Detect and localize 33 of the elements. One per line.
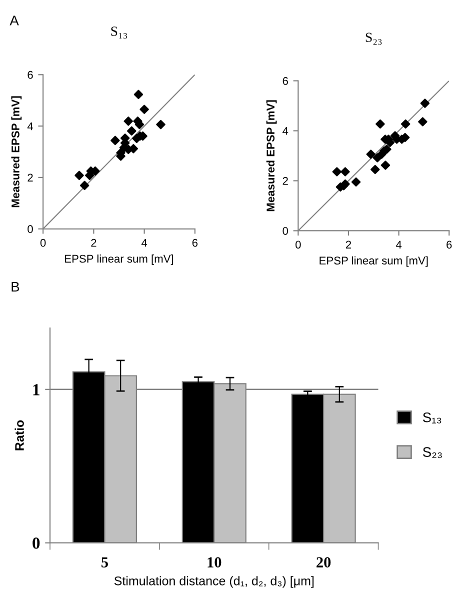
x-tick-label: 2 xyxy=(346,240,352,248)
text: B xyxy=(12,282,20,292)
y-tick-label: 4 xyxy=(282,127,288,135)
legend-label: S₁₃ xyxy=(422,412,442,424)
y-tick-label: 0 xyxy=(32,538,40,549)
chart-title: S₂₃ xyxy=(366,32,382,45)
y-tick-label: 2 xyxy=(282,177,288,185)
y-axis-title: Ratio xyxy=(14,420,24,450)
x-tick-label: 10 xyxy=(208,557,222,568)
chart-title: S₁₃ xyxy=(111,26,127,39)
y-tick-label: 2 xyxy=(28,174,33,182)
x-axis-title: EPSP linear sum [mV] xyxy=(320,256,428,267)
y-tick-label: 1 xyxy=(33,384,40,396)
x-tick-label: 4 xyxy=(141,239,148,247)
y-tick-label: 0 xyxy=(282,226,288,235)
x-axis-title: EPSP linear sum [mV] xyxy=(65,254,174,265)
x-tick-label: 0 xyxy=(40,238,46,247)
x-tick-label: 2 xyxy=(91,238,96,247)
x-tick-label: 4 xyxy=(396,240,402,248)
y-axis-title: Measured EPSP [mV] xyxy=(11,96,22,208)
text: A xyxy=(10,16,19,26)
x-tick-label: 6 xyxy=(192,238,198,247)
y-tick-label: 6 xyxy=(282,77,288,85)
y-tick-label: 6 xyxy=(28,70,33,79)
x-tick-label: 6 xyxy=(446,240,452,249)
x-tick-label: 0 xyxy=(296,240,301,249)
y-tick-label: 0 xyxy=(28,225,33,234)
x-tick-label: 5 xyxy=(102,557,108,568)
x-axis-title: Stimulation distance (d₁, d₂, d₃) [μm] xyxy=(114,576,314,588)
y-axis-title: Measured EPSP [mV] xyxy=(266,100,277,212)
legend-label: S₂₃ xyxy=(422,447,442,458)
x-tick-label: 20 xyxy=(316,557,331,568)
y-tick-label: 4 xyxy=(27,122,34,130)
